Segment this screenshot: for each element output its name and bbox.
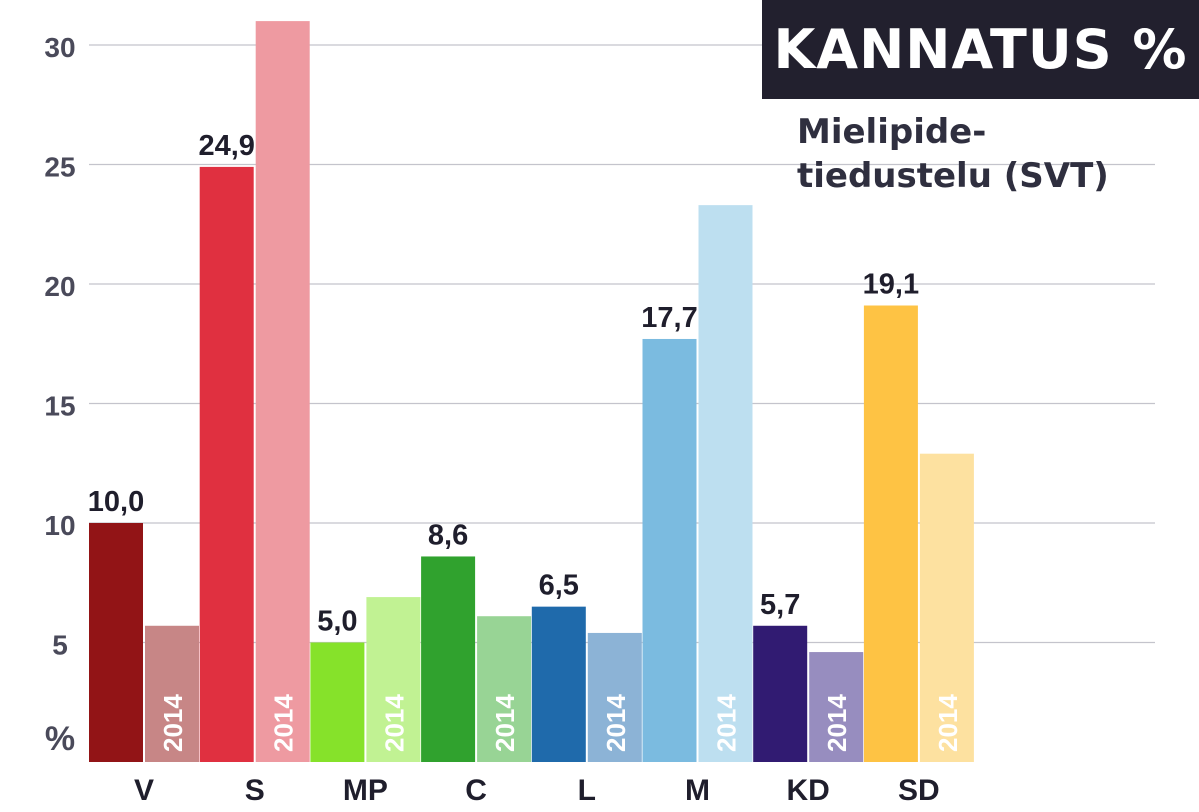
data-label: 5,7 — [760, 589, 800, 621]
bar-year-label: 2014 — [490, 694, 520, 752]
data-label: 10,0 — [88, 486, 144, 518]
bar-2014-c — [477, 616, 532, 762]
data-label: 6,5 — [539, 570, 579, 602]
bar-current-m — [642, 338, 697, 762]
subtitle-line-1: Mielipide- — [797, 112, 987, 152]
subtitle-line-2: tiedustelu (SVT) — [797, 156, 1109, 196]
bar-2014-sd — [919, 453, 974, 762]
bar-year-label: 2014 — [269, 694, 299, 752]
bar-current-v — [89, 523, 143, 762]
x-category-label: C — [465, 774, 487, 807]
y-tick-label: 30 — [44, 32, 75, 63]
bars — [89, 21, 974, 763]
bar-2014-m — [698, 205, 753, 762]
bar-current-kd — [753, 625, 808, 762]
y-tick-label: 25 — [44, 152, 75, 183]
data-label: 8,6 — [428, 519, 468, 551]
y-tick-label: 20 — [44, 271, 75, 302]
chart-title: KANNATUS % — [773, 18, 1188, 81]
x-category-label: MP — [343, 774, 388, 807]
bar-current-l — [531, 606, 586, 762]
x-category-label: SD — [898, 774, 940, 807]
data-label: 5,0 — [317, 606, 357, 638]
bar-2014-s — [255, 21, 310, 763]
bar-2014-mp — [366, 597, 421, 762]
data-label: 17,7 — [641, 302, 697, 334]
bar-current-sd — [863, 305, 918, 762]
x-category-label: M — [685, 774, 710, 807]
bar-current-mp — [310, 642, 365, 762]
bar-2014-l — [587, 632, 642, 762]
chart-subtitle: Mielipide- tiedustelu (SVT) — [797, 110, 1109, 198]
data-label: 24,9 — [198, 130, 254, 162]
bar-year-label: 2014 — [933, 694, 963, 752]
bar-2014-v — [145, 625, 199, 762]
bar-year-label: 2014 — [712, 694, 742, 752]
x-category-label: KD — [787, 774, 830, 807]
bar-current-s — [199, 166, 254, 762]
bar-year-label: 2014 — [158, 694, 188, 752]
bar-year-label: 2014 — [822, 694, 852, 752]
bar-year-label: 2014 — [379, 694, 409, 752]
x-category-label: L — [578, 774, 596, 807]
y-tick-label: 10 — [44, 510, 75, 541]
bar-current-c — [421, 556, 476, 762]
y-tick-label: 5 — [52, 630, 68, 661]
data-label: 19,1 — [863, 269, 919, 301]
y-axis-unit-label: % — [45, 720, 75, 758]
x-category-label: V — [134, 774, 154, 807]
bar-year-label: 2014 — [601, 694, 631, 752]
bar-2014-kd — [809, 652, 864, 762]
y-tick-label: 15 — [44, 391, 75, 422]
title-banner: KANNATUS % — [762, 0, 1199, 99]
x-category-label: S — [245, 774, 265, 807]
